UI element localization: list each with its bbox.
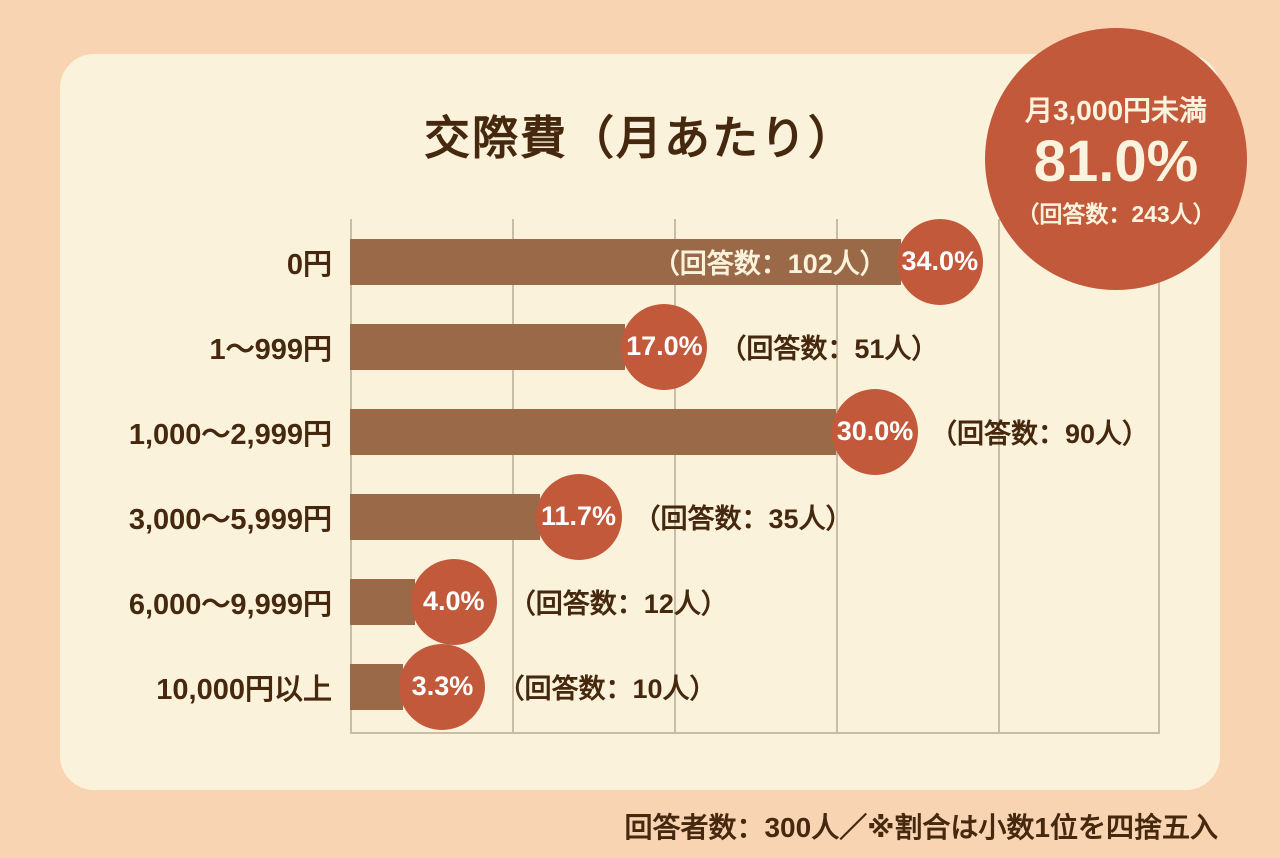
- y-axis-line: [350, 219, 352, 734]
- percent-badge: 11.7%: [535, 473, 622, 560]
- category-label: 3,000〜5,999円: [128, 503, 332, 536]
- percent-label: 30.0%: [836, 416, 914, 446]
- percent-label: 4.0%: [423, 586, 485, 616]
- gridline: [998, 219, 1000, 734]
- gridline: [512, 219, 514, 734]
- response-count: （回答数：51人）: [719, 334, 939, 364]
- row-plot: 11.7% （回答数：35人）: [350, 473, 1160, 560]
- percent-badge: 3.3%: [399, 643, 486, 730]
- row-plot: 4.0% （回答数：12人）: [350, 558, 1160, 645]
- chart-title: 交際費（月あたり）: [424, 112, 856, 164]
- summary-badge-count: （回答数：243人）: [1016, 201, 1216, 228]
- plot-grid: [350, 219, 1160, 734]
- chart-row: 1〜999円 17.0% （回答数：51人）: [90, 303, 1160, 390]
- category-label: 1〜999円: [209, 333, 332, 366]
- chart-row: 3,000〜5,999円 11.7% （回答数：35人）: [90, 473, 1160, 560]
- row-plot: 3.3% （回答数：10人）: [350, 643, 1160, 730]
- summary-badge: 月3,000円未満 81.0% （回答数：243人）: [985, 28, 1247, 290]
- x-axis-line: [350, 732, 1160, 734]
- percent-label: 3.3%: [411, 671, 474, 701]
- chart-row: 0円 （回答数：102人） 34.0%: [90, 218, 1160, 305]
- row-plot: 17.0% （回答数：51人）: [350, 303, 1160, 390]
- response-count: （回答数：90人）: [930, 419, 1150, 449]
- row-plot: 30.0% （回答数：90人）: [350, 388, 1160, 475]
- chart-row: 10,000円以上 3.3% （回答数：10人）: [90, 643, 1160, 730]
- bar-chart: 0円 （回答数：102人） 34.0% 1〜999円: [90, 218, 1160, 734]
- percent-badge: 34.0%: [896, 218, 983, 305]
- chart-row: 6,000〜9,999円 4.0% （回答数：12人）: [90, 558, 1160, 645]
- bar: [350, 663, 404, 710]
- category-label: 1,000〜2,999円: [128, 418, 332, 451]
- gridline: [674, 219, 676, 734]
- bar: （回答数：102人）: [350, 238, 901, 285]
- percent-badge: 30.0%: [832, 388, 918, 475]
- row-plot: （回答数：102人） 34.0%: [350, 218, 1160, 305]
- category-label: 10,000円以上: [156, 673, 332, 706]
- category-label: 0円: [286, 248, 332, 281]
- summary-badge-percent: 81.0%: [1033, 128, 1199, 194]
- footnote: 回答者数：300人／※割合は小数1位を四捨五入: [624, 812, 1218, 843]
- gridline: [1158, 219, 1160, 734]
- percent-label: 34.0%: [901, 246, 979, 276]
- bar: [350, 323, 626, 370]
- bar: [350, 578, 415, 625]
- response-count: （回答数：10人）: [497, 674, 717, 704]
- percent-label: 11.7%: [540, 501, 617, 531]
- response-count: （回答数：12人）: [508, 589, 728, 619]
- category-label: 6,000〜9,999円: [128, 588, 332, 621]
- response-count: （回答数：102人）: [652, 249, 887, 279]
- gridline: [836, 219, 838, 734]
- chart-row: 1,000〜2,999円 30.0% （回答数：90人）: [90, 388, 1160, 475]
- bar: [350, 408, 836, 455]
- percent-label: 17.0%: [626, 331, 703, 361]
- summary-badge-label: 月3,000円未満: [1024, 94, 1208, 126]
- percent-badge: 4.0%: [410, 558, 497, 645]
- response-count: （回答数：35人）: [633, 504, 853, 534]
- percent-badge: 17.0%: [621, 303, 708, 390]
- bar: [350, 493, 540, 540]
- chart-rows: 0円 （回答数：102人） 34.0% 1〜999円: [90, 218, 1160, 734]
